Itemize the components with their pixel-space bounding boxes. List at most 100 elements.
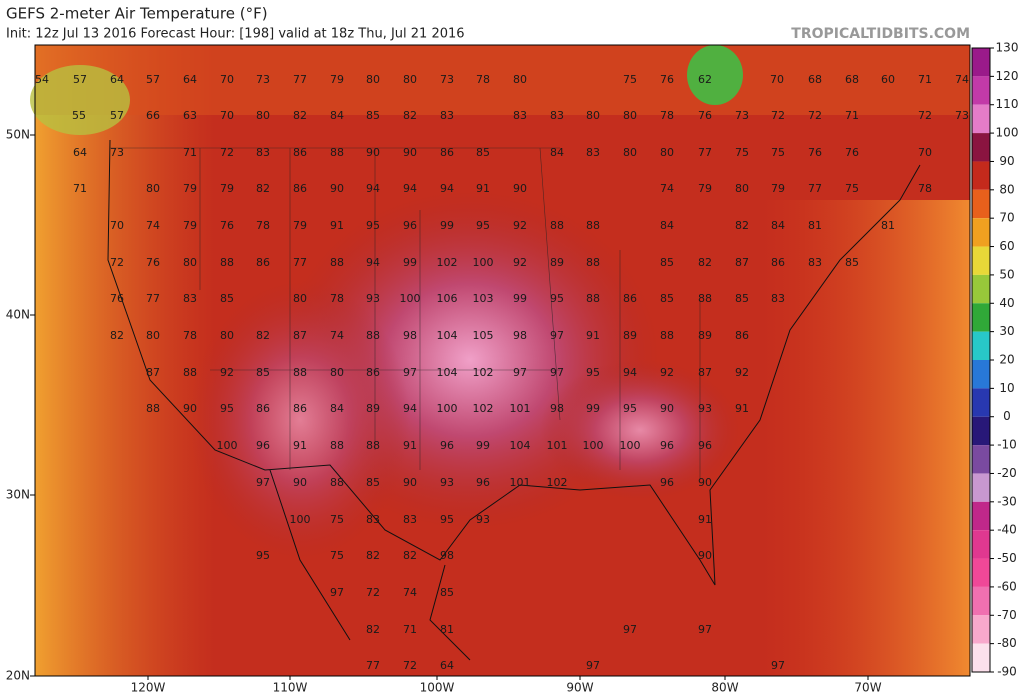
colorbar-segment — [972, 218, 990, 247]
temperature-label: 76 — [146, 256, 160, 269]
temperature-label: 91 — [476, 182, 490, 195]
temperature-label: 75 — [845, 182, 859, 195]
temperature-label: 88 — [293, 366, 307, 379]
colorbar-label: 70 — [999, 211, 1014, 225]
temperature-label: 82 — [366, 623, 380, 636]
temperature-label: 87 — [735, 256, 749, 269]
temperature-label: 79 — [183, 182, 197, 195]
colorbar-label: -90 — [997, 665, 1017, 679]
map — [30, 45, 970, 676]
temperature-label: 83 — [256, 146, 270, 159]
colorbar-label: -60 — [997, 579, 1017, 593]
temperature-label: 86 — [366, 366, 380, 379]
temperature-label: 54 — [35, 73, 49, 86]
temperature-label: 73 — [955, 109, 969, 122]
colorbar-label: 0 — [1003, 409, 1011, 423]
temperature-label: 89 — [623, 329, 637, 342]
temperature-label: 90 — [403, 146, 417, 159]
temperature-label: 60 — [881, 73, 895, 86]
colorbar-label: 30 — [999, 324, 1014, 338]
temperature-label: 85 — [256, 366, 270, 379]
temperature-label: 82 — [735, 219, 749, 232]
temperature-label: 79 — [220, 182, 234, 195]
temperature-label: 82 — [403, 109, 417, 122]
temperature-label: 96 — [476, 476, 490, 489]
temperature-label: 86 — [440, 146, 454, 159]
temperature-label: 82 — [293, 109, 307, 122]
temperature-label: 103 — [473, 292, 494, 305]
temperature-label: 73 — [735, 109, 749, 122]
temperature-label: 77 — [293, 256, 307, 269]
temperature-label: 88 — [366, 329, 380, 342]
temperature-label: 80 — [330, 366, 344, 379]
temperature-label: 102 — [547, 476, 568, 489]
temperature-label: 102 — [473, 402, 494, 415]
temperature-label: 70 — [220, 73, 234, 86]
temperature-label: 93 — [698, 402, 712, 415]
temperature-label: 74 — [660, 182, 674, 195]
temperature-label: 88 — [586, 219, 600, 232]
temperature-label: 100 — [583, 439, 604, 452]
temperature-label: 95 — [366, 219, 380, 232]
temperature-label: 84 — [330, 109, 344, 122]
temperature-label: 99 — [476, 439, 490, 452]
temperature-label: 95 — [256, 549, 270, 562]
colorbar-label: -50 — [997, 551, 1017, 565]
temperature-label: 100 — [437, 402, 458, 415]
temperature-label: 63 — [183, 109, 197, 122]
temperature-label: 82 — [403, 549, 417, 562]
temperature-label: 70 — [918, 146, 932, 159]
temperature-label: 71 — [403, 623, 417, 636]
colorbar-segment — [972, 501, 990, 531]
temperature-label: 91 — [735, 402, 749, 415]
colorbar-segment — [972, 615, 990, 644]
temperature-label: 96 — [403, 219, 417, 232]
temperature-label: 91 — [698, 513, 712, 526]
colorbar-label: 40 — [999, 296, 1014, 310]
temperature-label: 97 — [586, 659, 600, 672]
colorbar-label: 130 — [996, 41, 1019, 55]
temperature-label: 77 — [698, 146, 712, 159]
colorbar-label: 100 — [996, 126, 1019, 140]
colorbar-segment — [972, 445, 990, 474]
temperature-label: 95 — [586, 366, 600, 379]
colorbar-segment — [972, 303, 990, 332]
colorbar-segment — [972, 558, 990, 587]
temperature-label: 89 — [550, 256, 564, 269]
temperature-label: 82 — [110, 329, 124, 342]
temperature-label: 100 — [620, 439, 641, 452]
temperature-label: 83 — [586, 146, 600, 159]
temperature-label: 79 — [293, 219, 307, 232]
temperature-label: 85 — [660, 256, 674, 269]
temperature-label: 86 — [771, 256, 785, 269]
temperature-label: 76 — [845, 146, 859, 159]
temperature-label: 99 — [440, 219, 454, 232]
colorbar-label: 60 — [999, 239, 1014, 253]
longitude-label: 90W — [566, 681, 593, 695]
colorbar-segment — [972, 76, 990, 105]
temperature-label: 85 — [220, 292, 234, 305]
colorbar-label: -20 — [997, 466, 1017, 480]
temperature-label: 77 — [366, 659, 380, 672]
temperature-label: 93 — [476, 513, 490, 526]
latitude-label: 40N — [6, 308, 30, 322]
colorbar-segment — [972, 274, 990, 304]
temperature-label: 84 — [660, 219, 674, 232]
temperature-label: 83 — [366, 513, 380, 526]
temperature-label: 98 — [513, 329, 527, 342]
temperature-label: 97 — [330, 586, 344, 599]
temperature-label: 90 — [698, 476, 712, 489]
temperature-label: 64 — [110, 73, 124, 86]
heat-region — [540, 360, 740, 500]
temperature-label: 80 — [623, 109, 637, 122]
temperature-label: 95 — [623, 402, 637, 415]
temperature-label: 75 — [330, 549, 344, 562]
temperature-label: 101 — [547, 439, 568, 452]
temperature-label: 100 — [290, 513, 311, 526]
temperature-label: 94 — [403, 182, 417, 195]
temperature-label: 80 — [146, 182, 160, 195]
temperature-label: 83 — [440, 109, 454, 122]
temperature-label: 88 — [366, 439, 380, 452]
temperature-label: 71 — [918, 73, 932, 86]
temperature-label: 102 — [437, 256, 458, 269]
